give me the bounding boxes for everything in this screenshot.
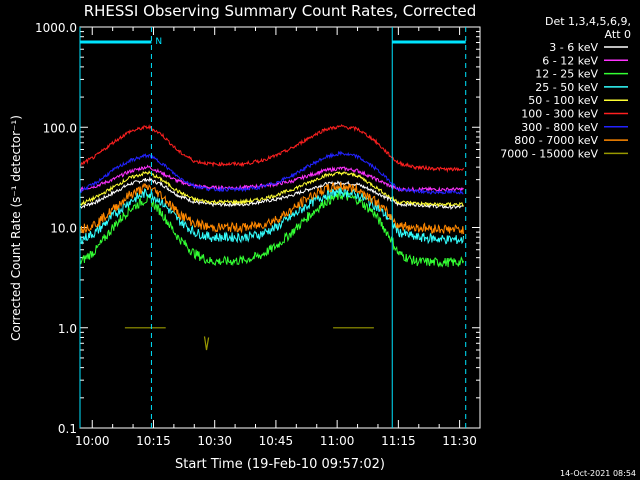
plot-area: 1000.0 100.0 10.0 1.0 0.110:00 10:15 10:30 10:4… xyxy=(35,21,481,448)
legend-label: 300 - 800 keV xyxy=(521,121,598,134)
y-tick-label: 1000.0 xyxy=(35,21,77,35)
x-tick-label: 11:15 xyxy=(381,434,416,448)
legend-label: 7000 - 15000 keV xyxy=(500,147,598,160)
series-line xyxy=(79,186,464,245)
x-tick-label: 11:00 xyxy=(320,434,355,448)
y-tick-label: 1.0 xyxy=(58,322,77,336)
x-tick-label: 11:30 xyxy=(442,434,477,448)
legend-label: 800 - 7000 keV xyxy=(514,134,598,147)
series-line xyxy=(79,150,464,195)
x-tick-label: 10:15 xyxy=(136,434,171,448)
x-tick-label: 10:45 xyxy=(259,434,294,448)
legend-label: 25 - 50 keV xyxy=(535,81,598,94)
y-tick-label: 100.0 xyxy=(43,121,77,135)
chart-title: RHESSI Observing Summary Count Rates, Co… xyxy=(84,2,477,20)
series-line xyxy=(203,336,210,351)
legend-label: 50 - 100 keV xyxy=(528,94,598,107)
series-line xyxy=(79,182,464,235)
series-line xyxy=(79,176,464,211)
y-tick-label: 0.1 xyxy=(58,422,77,436)
y-tick-label: 10.0 xyxy=(50,222,77,236)
x-axis-label: Start Time (19-Feb-10 09:57:02) xyxy=(175,457,385,472)
legend-label: 12 - 25 keV xyxy=(535,68,598,81)
legend-label: 6 - 12 keV xyxy=(542,54,598,67)
legend-attenuator-label: Att 0 xyxy=(605,28,631,41)
legend-label: 3 - 6 keV xyxy=(549,41,598,54)
night-marker-label: N xyxy=(155,37,162,47)
legend-detectors-label: Det 1,3,4,5,6,9, xyxy=(545,15,631,28)
legend-label: 100 - 300 keV xyxy=(521,108,598,121)
x-tick-label: 10:00 xyxy=(75,434,110,448)
series-line xyxy=(79,124,464,173)
y-axis-label: Corrected Count Rate (s⁻¹ detector⁻¹) xyxy=(9,115,23,341)
series-line xyxy=(79,170,464,208)
render-timestamp: 14-Oct-2021 08:54 xyxy=(560,469,636,478)
series-line xyxy=(79,190,464,268)
x-tick-label: 10:30 xyxy=(197,434,232,448)
